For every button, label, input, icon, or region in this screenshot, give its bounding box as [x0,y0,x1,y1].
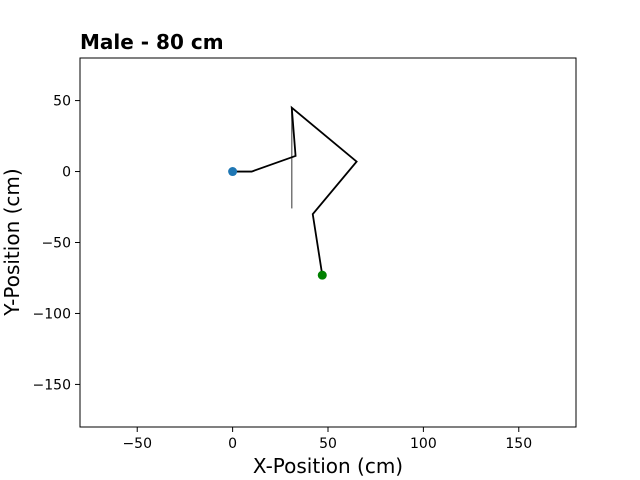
y-tick-label: 0 [62,165,71,181]
y-tick-label: 50 [53,94,71,110]
x-tick-label: 100 [410,436,437,452]
x-tick-label: 0 [228,436,237,452]
y-axis-ticks: 50 0 −50 −100 −150 [33,94,80,393]
series-line [232,105,358,276]
x-tick-label: 50 [319,436,337,452]
start-marker [228,167,238,177]
x-axis-label: X-Position (cm) [253,454,403,478]
x-tick-label: −50 [122,436,152,452]
y-tick-label: −150 [33,377,71,393]
y-tick-label: −50 [41,236,71,252]
plot-area [80,58,576,427]
plot-frame [79,57,577,428]
x-axis-ticks: −50 0 50 100 150 [122,427,532,452]
y-tick-label: −100 [33,306,71,322]
series-layer [228,105,358,280]
x-tick-label: 150 [505,436,532,452]
y-axis-label: Y-Position (cm) [0,168,24,316]
chart-title: Male - 80 cm [80,30,224,54]
end-marker [317,270,327,280]
